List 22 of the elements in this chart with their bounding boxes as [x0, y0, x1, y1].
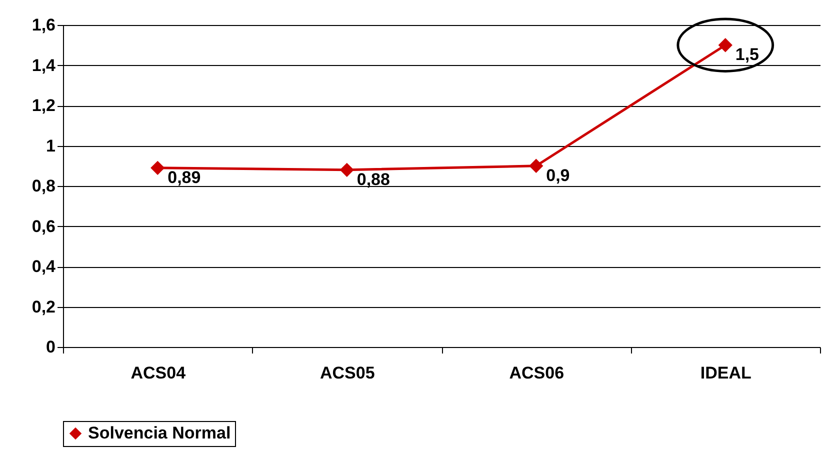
- y-tick-label: 1: [46, 136, 56, 156]
- y-tick-label: 0,8: [32, 176, 56, 196]
- point: [340, 162, 354, 177]
- data-label: 0,88: [356, 170, 390, 189]
- x-tick-label: IDEAL: [700, 364, 752, 382]
- x-tick-label: ACS05: [320, 364, 375, 382]
- x-tick-label: ACS04: [130, 364, 186, 382]
- point: [150, 160, 165, 175]
- x-tick-label: ACS06: [509, 364, 564, 382]
- y-tick-label: 0,4: [32, 257, 56, 276]
- data-label: 0,89: [168, 168, 201, 187]
- y-tick-label: 0,2: [32, 297, 56, 316]
- point: [529, 158, 544, 173]
- point: [718, 38, 732, 52]
- y-tick-label: 0,6: [32, 216, 56, 236]
- legend-label: Solvencia Normal: [88, 424, 231, 442]
- data-label: 1,5: [735, 45, 760, 64]
- y-tick-label: 1,2: [32, 96, 56, 115]
- y-tick-label: 1,4: [32, 56, 56, 75]
- y-tick-label: 1,6: [32, 16, 56, 34]
- y-tick-label: 0: [46, 338, 56, 356]
- data-label: 0,9: [546, 166, 570, 185]
